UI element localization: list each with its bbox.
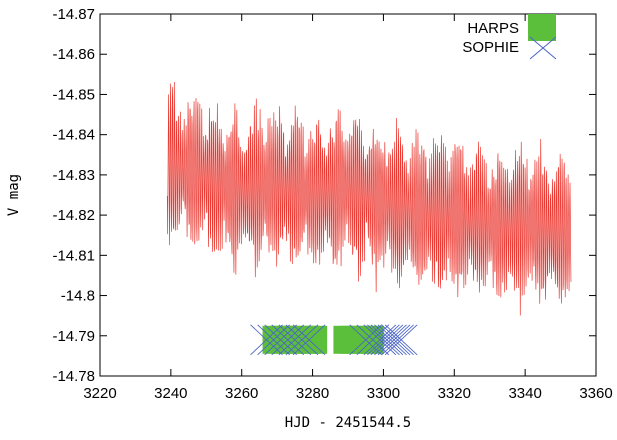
plot-series: [166, 81, 572, 356]
light-curve-line: [166, 81, 572, 316]
y-tick-label: -14.81: [52, 247, 95, 264]
y-tick-label: -14.87: [52, 6, 95, 23]
y-tick-label: -14.86: [52, 46, 95, 63]
legend-swatch-sophie: [529, 36, 557, 60]
x-tick-label: 3240: [154, 385, 187, 402]
legend-swatch-harps: [528, 14, 556, 41]
sophie-cross-stroke: [292, 324, 326, 356]
sophie-point: [377, 324, 411, 356]
tick-marks: [99, 13, 597, 377]
sophie-cross-stroke: [370, 324, 404, 356]
sophie-point: [370, 324, 404, 356]
y-tick-label: -14.8: [61, 288, 95, 305]
x-tick-label: 3280: [296, 385, 329, 402]
x-axis-label: HJD - 2451544.5: [285, 415, 411, 431]
sophie-point: [381, 324, 414, 356]
sophie-cross-stroke: [381, 324, 414, 356]
y-tick-label: -14.83: [52, 167, 95, 184]
sophie-point: [374, 324, 407, 356]
y-tick-label: -14.79: [52, 328, 95, 345]
x-tick-label: 3340: [508, 385, 541, 402]
sophie-cross-stroke: [278, 324, 312, 356]
x-tick-label: 3360: [579, 385, 612, 402]
y-tick-label: -14.82: [52, 207, 95, 224]
sophie-cross-stroke: [384, 324, 418, 356]
y-tick-label: -14.84: [52, 127, 95, 144]
x-tick-label: 3300: [367, 385, 400, 402]
x-tick-label: 3320: [438, 385, 471, 402]
legend-swatches: [528, 14, 557, 60]
x-tick-label: 3260: [225, 385, 258, 402]
sophie-cross-stroke: [377, 324, 411, 356]
y-tick-label: -14.78: [52, 368, 95, 385]
sophie-cross-stroke: [374, 324, 407, 356]
axes: [99, 13, 597, 377]
sophie-point: [278, 324, 312, 356]
y-tick-label: -14.85: [52, 86, 95, 103]
sophie-cross-stroke: [285, 324, 319, 356]
sophie-point: [292, 324, 326, 356]
legend-label-harps: HARPS: [467, 20, 519, 37]
legend: HARPS SOPHIE: [462, 14, 557, 60]
sophie-point: [367, 324, 400, 356]
x-tick-label: 3220: [83, 385, 116, 402]
plot-frame: [99, 13, 597, 377]
sophie-point: [384, 324, 418, 356]
sophie-point: [285, 324, 319, 356]
y-axis-label: V mag: [6, 174, 22, 216]
legend-label-sophie: SOPHIE: [462, 39, 519, 56]
tick-labels: 3220 3240 3260 3280 3300 3320 3340 3360 -14.87 -1…: [52, 6, 612, 402]
sophie-cross-stroke: [367, 324, 400, 356]
